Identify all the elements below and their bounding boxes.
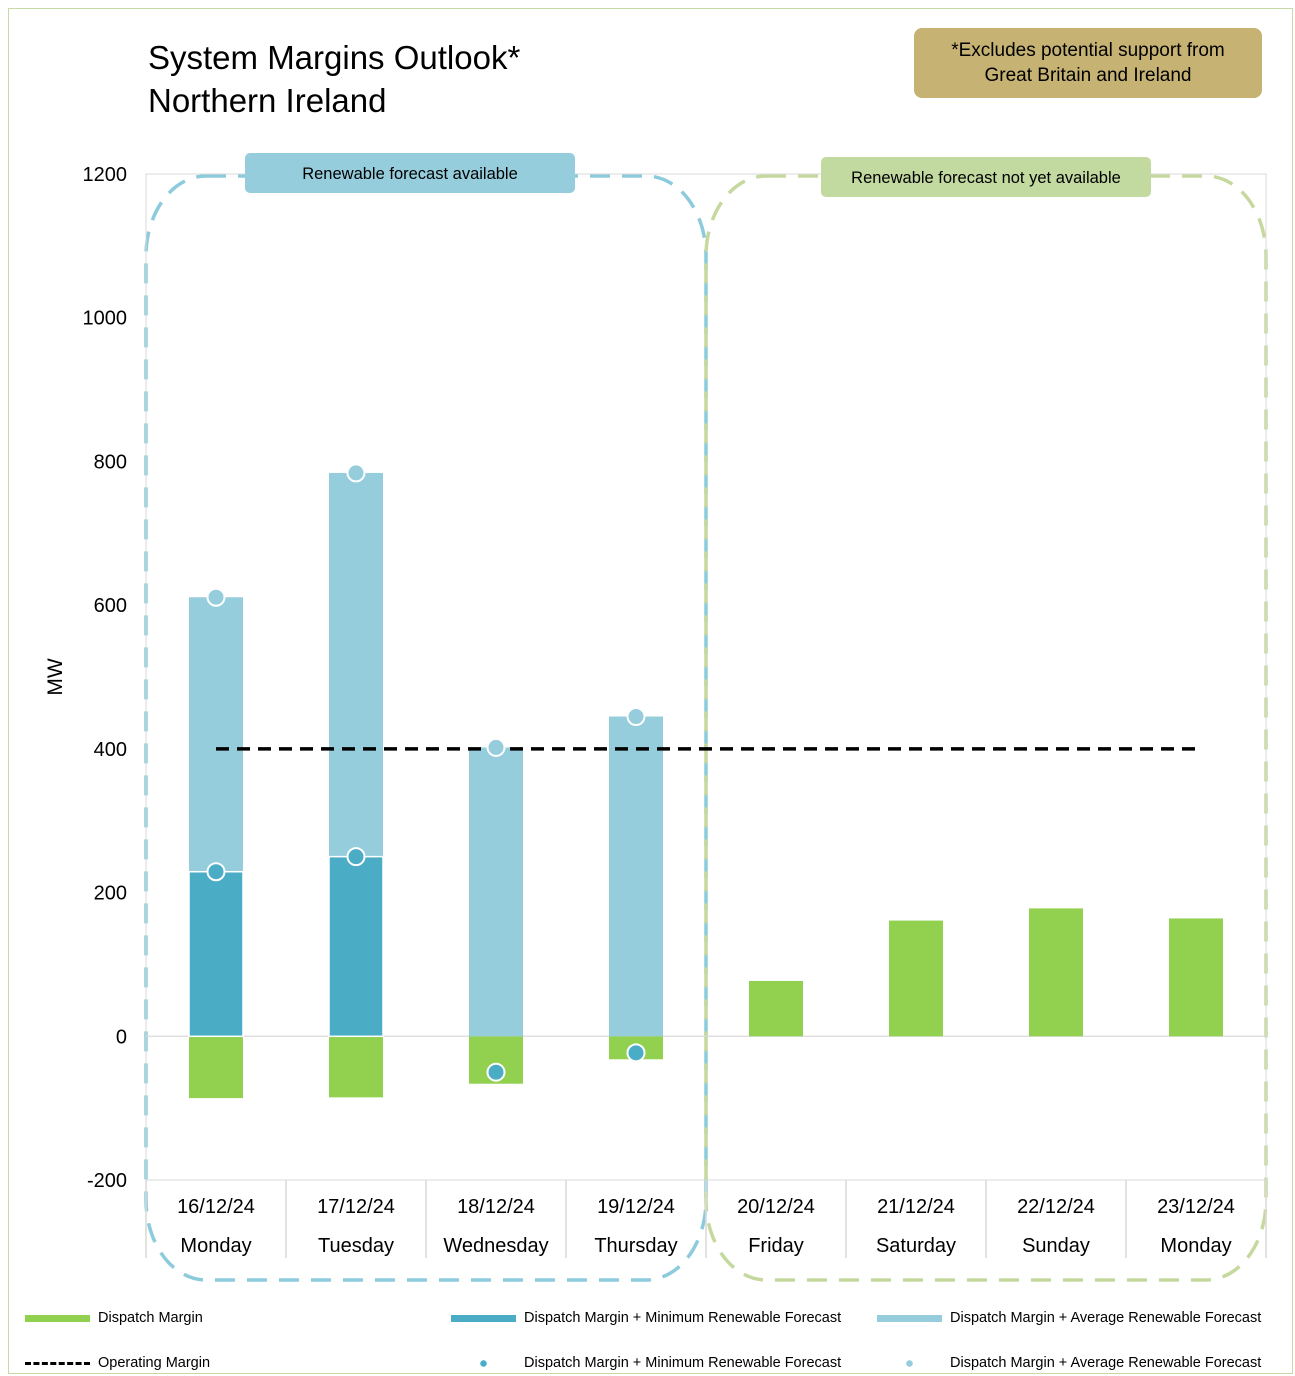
marker-avg-renewable — [486, 737, 506, 757]
x-day-label: Monday — [1160, 1235, 1231, 1257]
x-tick-label: 16/12/24 — [177, 1196, 255, 1218]
legend-item: Dispatch Margin + Minimum Renewable Fore… — [451, 1355, 841, 1371]
legend: Dispatch Margin Dispatch Margin + Minimum… — [0, 1295, 1295, 1376]
bar-dispatch-margin — [329, 1036, 383, 1098]
footnote-box: *Excludes potential support from Great B… — [914, 28, 1262, 98]
x-tick-label: 21/12/24 — [877, 1196, 955, 1218]
y-tick-label: 1200 — [83, 164, 128, 186]
marker-avg-renewable — [206, 587, 226, 607]
x-tick-label: 19/12/24 — [597, 1196, 675, 1218]
bar-dispatch-margin — [1029, 908, 1083, 1037]
marker-avg-renewable — [346, 463, 366, 483]
bar-avg-renewable — [469, 747, 523, 1037]
y-tick-label: 200 — [94, 883, 127, 905]
markers — [206, 463, 646, 1082]
region-label: Renewable forecast available — [302, 165, 518, 183]
legend-label: Operating Margin — [98, 1355, 211, 1371]
marker-min-renewable — [346, 847, 366, 867]
region-label: Renewable forecast not yet available — [851, 169, 1121, 187]
region-label-box — [821, 157, 1151, 197]
bar-min-renewable — [328, 855, 384, 1038]
y-tick-label: 1000 — [83, 308, 128, 330]
x-day-label: Friday — [748, 1235, 804, 1257]
chart-svg: -200 0 200 400 600 800 1000 1200 MW 16/12/24 Monda… — [44, 153, 1268, 1282]
legend-item: Dispatch Margin + Average Renewable Fore… — [877, 1355, 1261, 1371]
y-tick-label: 800 — [94, 451, 127, 473]
x-day-label: Tuesday — [318, 1235, 394, 1257]
bar-dispatch-margin — [1169, 918, 1223, 1037]
bar-dispatch-margin — [889, 920, 943, 1037]
bar-dispatch-margin — [749, 980, 803, 1037]
marker-min-renewable — [486, 1062, 506, 1082]
region-labels: Renewable forecast available Renewable fo… — [245, 153, 1151, 197]
chart-title: System Margins Outlook* Northern Ireland — [148, 36, 520, 122]
x-day-label: Wednesday — [443, 1235, 548, 1257]
axes: -200 0 200 400 600 800 1000 1200 MW 16/12/24 Monda… — [44, 164, 1267, 1258]
legend-swatch — [451, 1359, 516, 1367]
legend-swatch — [451, 1314, 516, 1322]
bar-min-renewable — [188, 870, 244, 1038]
region-border — [704, 174, 1268, 1282]
x-day-label: Saturday — [876, 1235, 956, 1257]
legend-item: Dispatch Margin — [25, 1310, 203, 1326]
legend-label: Dispatch Margin + Average Renewable Fore… — [950, 1310, 1262, 1326]
forecast-regions — [144, 174, 1268, 1282]
marker-min-renewable — [626, 1043, 646, 1063]
marker-avg-renewable — [626, 707, 646, 727]
legend-swatch — [877, 1359, 942, 1367]
x-tick-label: 17/12/24 — [317, 1196, 395, 1218]
legend-label: Dispatch Margin — [98, 1310, 203, 1326]
y-tick-label: 400 — [94, 739, 127, 761]
y-tick-label: 600 — [94, 595, 127, 617]
legend-item: Operating Margin — [25, 1355, 210, 1371]
x-day-label: Monday — [180, 1235, 251, 1257]
chart-frame — [8, 8, 1293, 1374]
x-tick-label: 20/12/24 — [737, 1196, 815, 1218]
legend-item: Dispatch Margin + Minimum Renewable Fore… — [451, 1310, 841, 1326]
legend-item: Dispatch Margin + Average Renewable Fore… — [877, 1310, 1261, 1326]
marker-min-renewable — [206, 862, 226, 882]
bar-avg-renewable — [609, 716, 663, 1037]
x-day-label: Sunday — [1022, 1235, 1090, 1257]
legend-label: Dispatch Margin + Average Renewable Fore… — [950, 1355, 1262, 1371]
footnote-line2: Great Britain and Ireland — [984, 65, 1192, 86]
bar-dispatch-margin — [189, 1036, 243, 1099]
x-tick-label: 23/12/24 — [1157, 1196, 1235, 1218]
legend-label: Dispatch Margin + Minimum Renewable Fore… — [524, 1355, 842, 1371]
legend-swatch — [877, 1314, 942, 1322]
legend-swatch — [25, 1361, 90, 1365]
x-day-label: Thursday — [594, 1235, 677, 1257]
y-tick-label: 0 — [116, 1026, 127, 1048]
x-tick-label: 22/12/24 — [1017, 1196, 1095, 1218]
chart-title-line2: Northern Ireland — [148, 82, 387, 119]
legend-swatch — [25, 1314, 90, 1322]
region-label-box — [245, 153, 575, 193]
chart-title-line1: System Margins Outlook* — [148, 39, 521, 76]
bars — [188, 472, 1223, 1099]
y-tick-label: -200 — [87, 1170, 127, 1192]
x-tick-label: 18/12/24 — [457, 1196, 535, 1218]
footnote-line1: *Excludes potential support from — [951, 40, 1225, 61]
legend-label: Dispatch Margin + Minimum Renewable Fore… — [524, 1310, 842, 1326]
y-axis-label: MW — [44, 658, 67, 695]
